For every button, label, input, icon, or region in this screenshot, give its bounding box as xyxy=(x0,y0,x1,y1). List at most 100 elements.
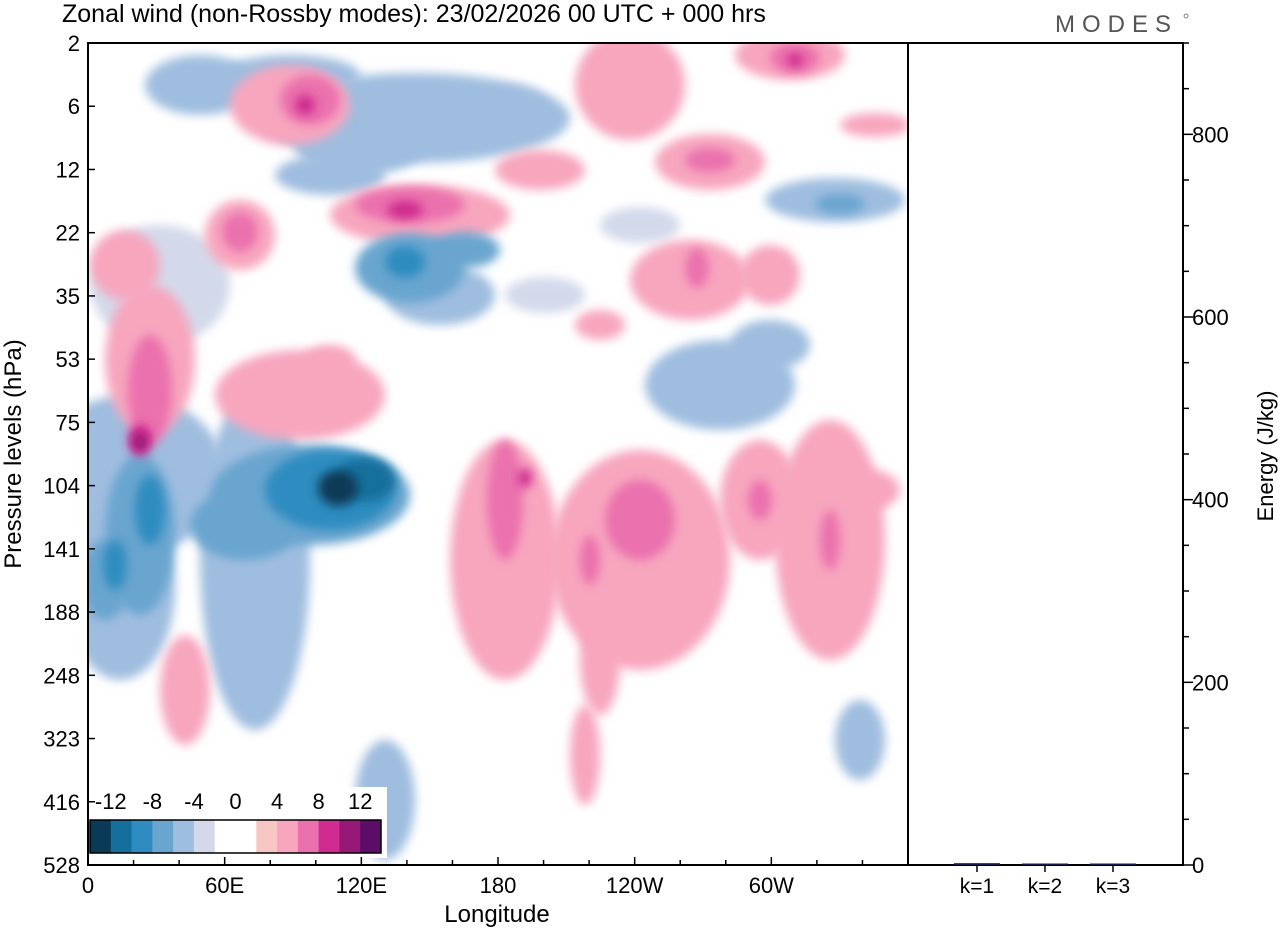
y-tick-label: 2 xyxy=(68,31,80,56)
y-tick-label: 416 xyxy=(43,790,80,815)
colorbar-swatch xyxy=(152,820,174,853)
energy-tick-label: 600 xyxy=(1192,305,1229,330)
wind-shading-58 xyxy=(748,480,772,520)
colorbar-swatch xyxy=(235,820,257,853)
wind-shading-3 xyxy=(600,207,680,243)
energy-tick-label: 0 xyxy=(1192,853,1204,878)
colorbar-label: -4 xyxy=(184,789,204,814)
wind-shading-62 xyxy=(387,201,423,219)
wind-shading-14 xyxy=(835,700,885,780)
y-tick-label: 104 xyxy=(43,474,80,499)
wind-shading-66 xyxy=(787,53,803,67)
colorbar-swatch xyxy=(277,820,299,853)
wind-shading-61 xyxy=(385,246,425,278)
chart-title: Zonal wind (non-Rossby modes): 23/02/202… xyxy=(62,0,766,28)
wind-shading-59 xyxy=(820,510,840,570)
wind-shading-21 xyxy=(215,350,385,440)
wind-shading-33 xyxy=(840,470,900,510)
wind-shading-68 xyxy=(103,540,127,590)
energy-category-label: k=3 xyxy=(1096,875,1130,898)
wind-shading-35 xyxy=(570,705,600,805)
wind-shading-39 xyxy=(305,345,355,375)
x-tick-label: 60W xyxy=(749,873,794,898)
wind-shading-70 xyxy=(133,433,147,451)
x-axis: 0 60E 120E 180 120W 60W xyxy=(82,857,909,898)
energy-bar xyxy=(1022,863,1068,865)
wind-shading-1 xyxy=(505,277,585,313)
energy-bar xyxy=(1090,863,1136,865)
wind-shading-52 xyxy=(487,440,523,560)
y-tick-label: 12 xyxy=(56,157,80,182)
y-tick-label: 22 xyxy=(56,221,80,246)
brand-logo: MODES xyxy=(1055,11,1178,38)
wind-shading-55 xyxy=(685,148,735,172)
wind-shading-51 xyxy=(128,335,172,445)
energy-bar xyxy=(954,863,1000,865)
y-tick-label: 35 xyxy=(56,284,80,309)
energy-axis-label: Energy (J/kg) xyxy=(1253,391,1278,522)
y-tick-label: 75 xyxy=(56,410,80,435)
energy-category-label: k=1 xyxy=(960,875,994,898)
wind-shading-40 xyxy=(575,310,625,340)
colorbar-swatch xyxy=(110,820,133,853)
y-axis-label: Pressure levels (hPa) xyxy=(0,339,27,568)
heatmap-field xyxy=(88,43,908,860)
colorbar-swatch xyxy=(297,820,320,853)
energy-tick-label: 400 xyxy=(1192,488,1229,513)
x-tick-label: 180 xyxy=(480,873,517,898)
y-tick-label: 528 xyxy=(43,853,80,878)
wind-shading-65 xyxy=(518,468,532,488)
y-tick-label: 323 xyxy=(43,727,80,752)
wind-shading-47 xyxy=(815,194,865,214)
wind-shading-28 xyxy=(740,245,800,305)
energy-frame xyxy=(907,42,1184,866)
colorbar-frame xyxy=(89,819,382,854)
x-tick-label: 0 xyxy=(82,873,94,898)
colorbar-swatch xyxy=(173,820,195,853)
brand-mark xyxy=(1183,13,1189,19)
colorbar-label: 0 xyxy=(229,789,241,814)
y-tick-label: 141 xyxy=(43,537,80,562)
colorbar-swatch xyxy=(214,820,236,853)
energy-tick-label: 200 xyxy=(1192,670,1229,695)
y-axis: 2 6 12 22 35 53 75 104 141 188 248 323 416 528 xyxy=(43,31,95,878)
wind-shading-38 xyxy=(840,113,908,137)
y-tick-label: 53 xyxy=(56,347,80,372)
wind-shading-54 xyxy=(580,535,600,585)
x-axis-label: Longitude xyxy=(444,901,549,928)
colorbar-label: -8 xyxy=(143,789,163,814)
energy-tick-label: 800 xyxy=(1192,122,1229,147)
colorbar-swatch xyxy=(131,820,153,853)
energy-category-label: k=2 xyxy=(1028,875,1062,898)
wind-shading-12 xyxy=(730,320,810,370)
wind-shading-50 xyxy=(222,212,258,252)
colorbar-swatch xyxy=(360,820,382,853)
wind-shading-46 xyxy=(430,232,500,268)
x-tick-label: 120E xyxy=(336,873,387,898)
colorbar-label: 4 xyxy=(271,789,283,814)
colorbar-swatch xyxy=(193,820,216,853)
wind-shading-71 xyxy=(318,470,358,506)
wind-shading-37 xyxy=(90,230,160,300)
wind-shading-63 xyxy=(295,95,315,115)
wind-shading-57 xyxy=(685,248,709,288)
y-tick-label: 188 xyxy=(43,600,80,625)
wind-shading-26 xyxy=(495,150,585,190)
colorbar-swatch xyxy=(256,820,278,853)
y-tick-label: 6 xyxy=(68,94,80,119)
colorbar-swatch xyxy=(90,820,112,853)
wind-shading-67 xyxy=(135,475,165,545)
y-tick-label: 248 xyxy=(43,663,80,688)
wind-shading-9 xyxy=(275,155,385,195)
wind-shading-53 xyxy=(605,480,675,560)
colorbar-label: 12 xyxy=(348,789,372,814)
colorbar-swatch xyxy=(339,820,361,853)
energy-panel: 0 200 400 600 800 k=1 k=2 k=3 xyxy=(954,42,1229,898)
colorbar: -12 -8 -4 0 4 8 12 xyxy=(84,787,387,858)
x-tick-label: 120W xyxy=(606,873,664,898)
wind-shading-5 xyxy=(200,390,310,730)
colorbar-label: 8 xyxy=(313,789,325,814)
colorbar-swatch xyxy=(318,820,340,853)
